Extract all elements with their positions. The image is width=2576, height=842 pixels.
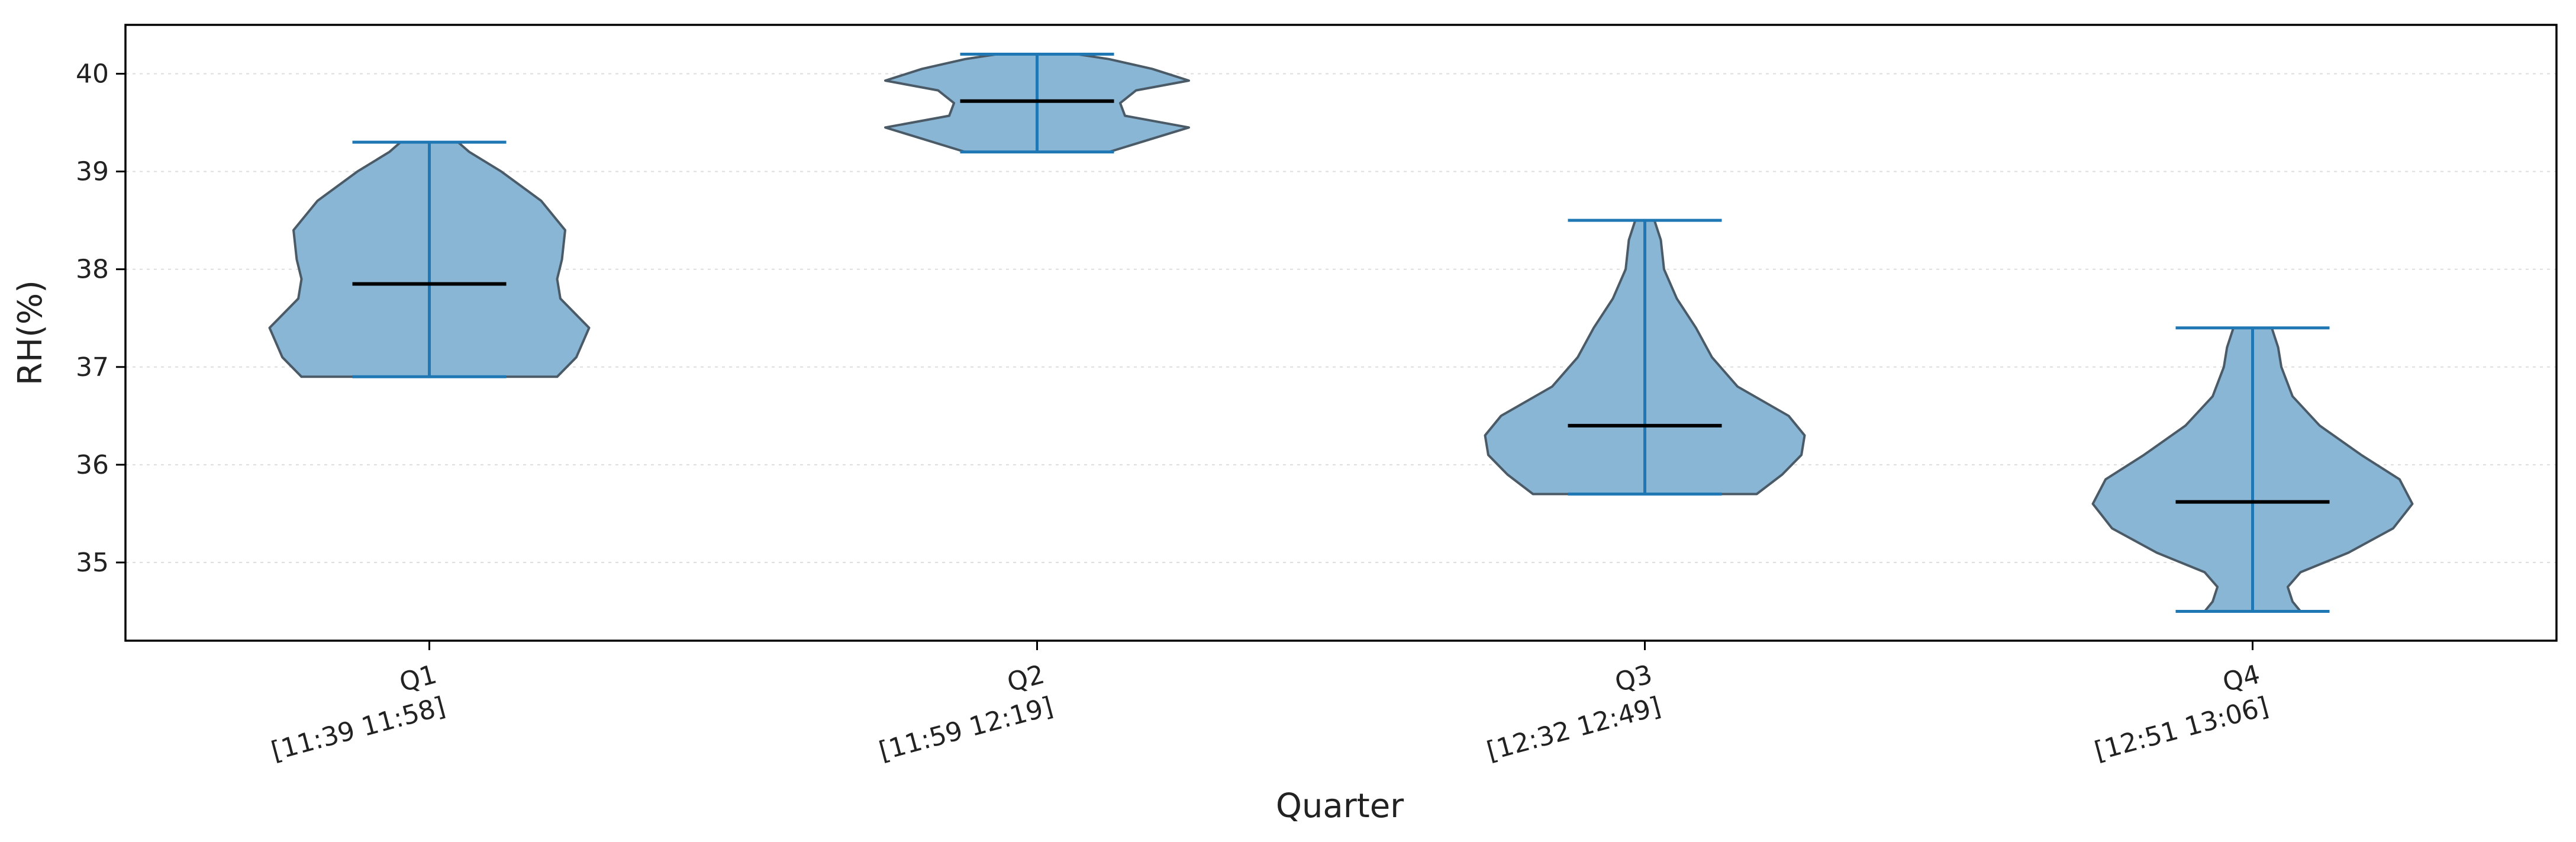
x-axis-title: Quarter <box>1276 787 1404 825</box>
violin-stat-lines <box>352 53 2330 613</box>
y-axis-title: RH(%) <box>11 280 50 385</box>
y-tick-label: 37 <box>76 352 109 383</box>
y-axis-ticks: 35 36 37 38 39 40 <box>76 59 125 578</box>
y-tick-label: 39 <box>76 157 109 187</box>
y-tick-label: 35 <box>76 548 109 578</box>
plot-frame <box>124 24 2558 642</box>
y-tick-label: 36 <box>76 450 109 480</box>
y-tick-label: 40 <box>76 59 109 89</box>
y-tick-label: 38 <box>76 255 109 285</box>
